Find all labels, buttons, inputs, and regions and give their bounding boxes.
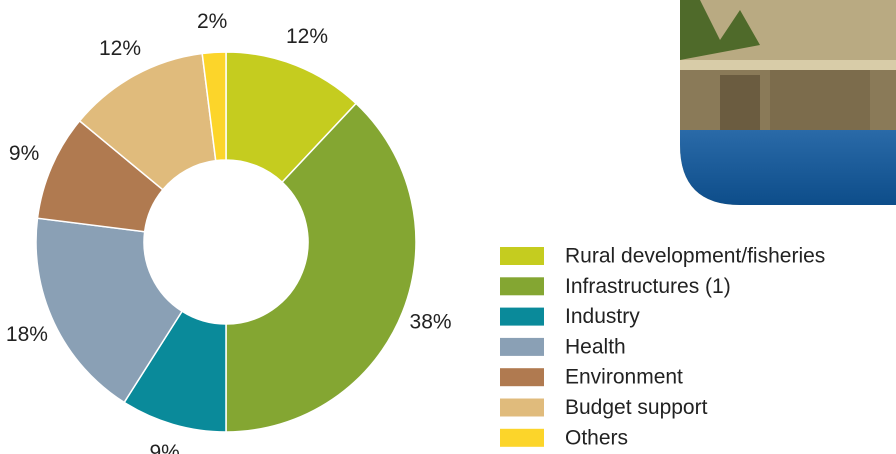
- legend-swatch: [500, 277, 544, 296]
- legend-label: Others: [565, 426, 628, 449]
- value-label: 12%: [99, 37, 141, 60]
- value-label: 9%: [9, 142, 39, 165]
- legend-swatch: [500, 307, 544, 326]
- value-label: 9%: [149, 441, 179, 454]
- legend-swatch: [500, 398, 544, 417]
- legend-label: Environment: [565, 366, 683, 389]
- photo: [680, 0, 896, 205]
- value-label: 2%: [197, 10, 227, 33]
- legend-swatch: [500, 368, 544, 387]
- legend-swatch: [500, 337, 544, 356]
- value-label: 38%: [410, 311, 452, 334]
- legend-label: Rural development/fisheries: [565, 245, 825, 268]
- legend-label: Infrastructures (1): [565, 275, 731, 298]
- value-label: 18%: [6, 323, 48, 346]
- slice: [201, 51, 227, 162]
- legend-label: Industry: [565, 305, 640, 328]
- slice: [225, 102, 417, 433]
- legend-label: Health: [565, 335, 626, 358]
- legend-swatch: [500, 247, 544, 265]
- slice: [35, 217, 184, 404]
- legend-swatch: [500, 428, 544, 447]
- value-label: 12%: [286, 25, 328, 48]
- legend-label: Budget support: [565, 396, 708, 419]
